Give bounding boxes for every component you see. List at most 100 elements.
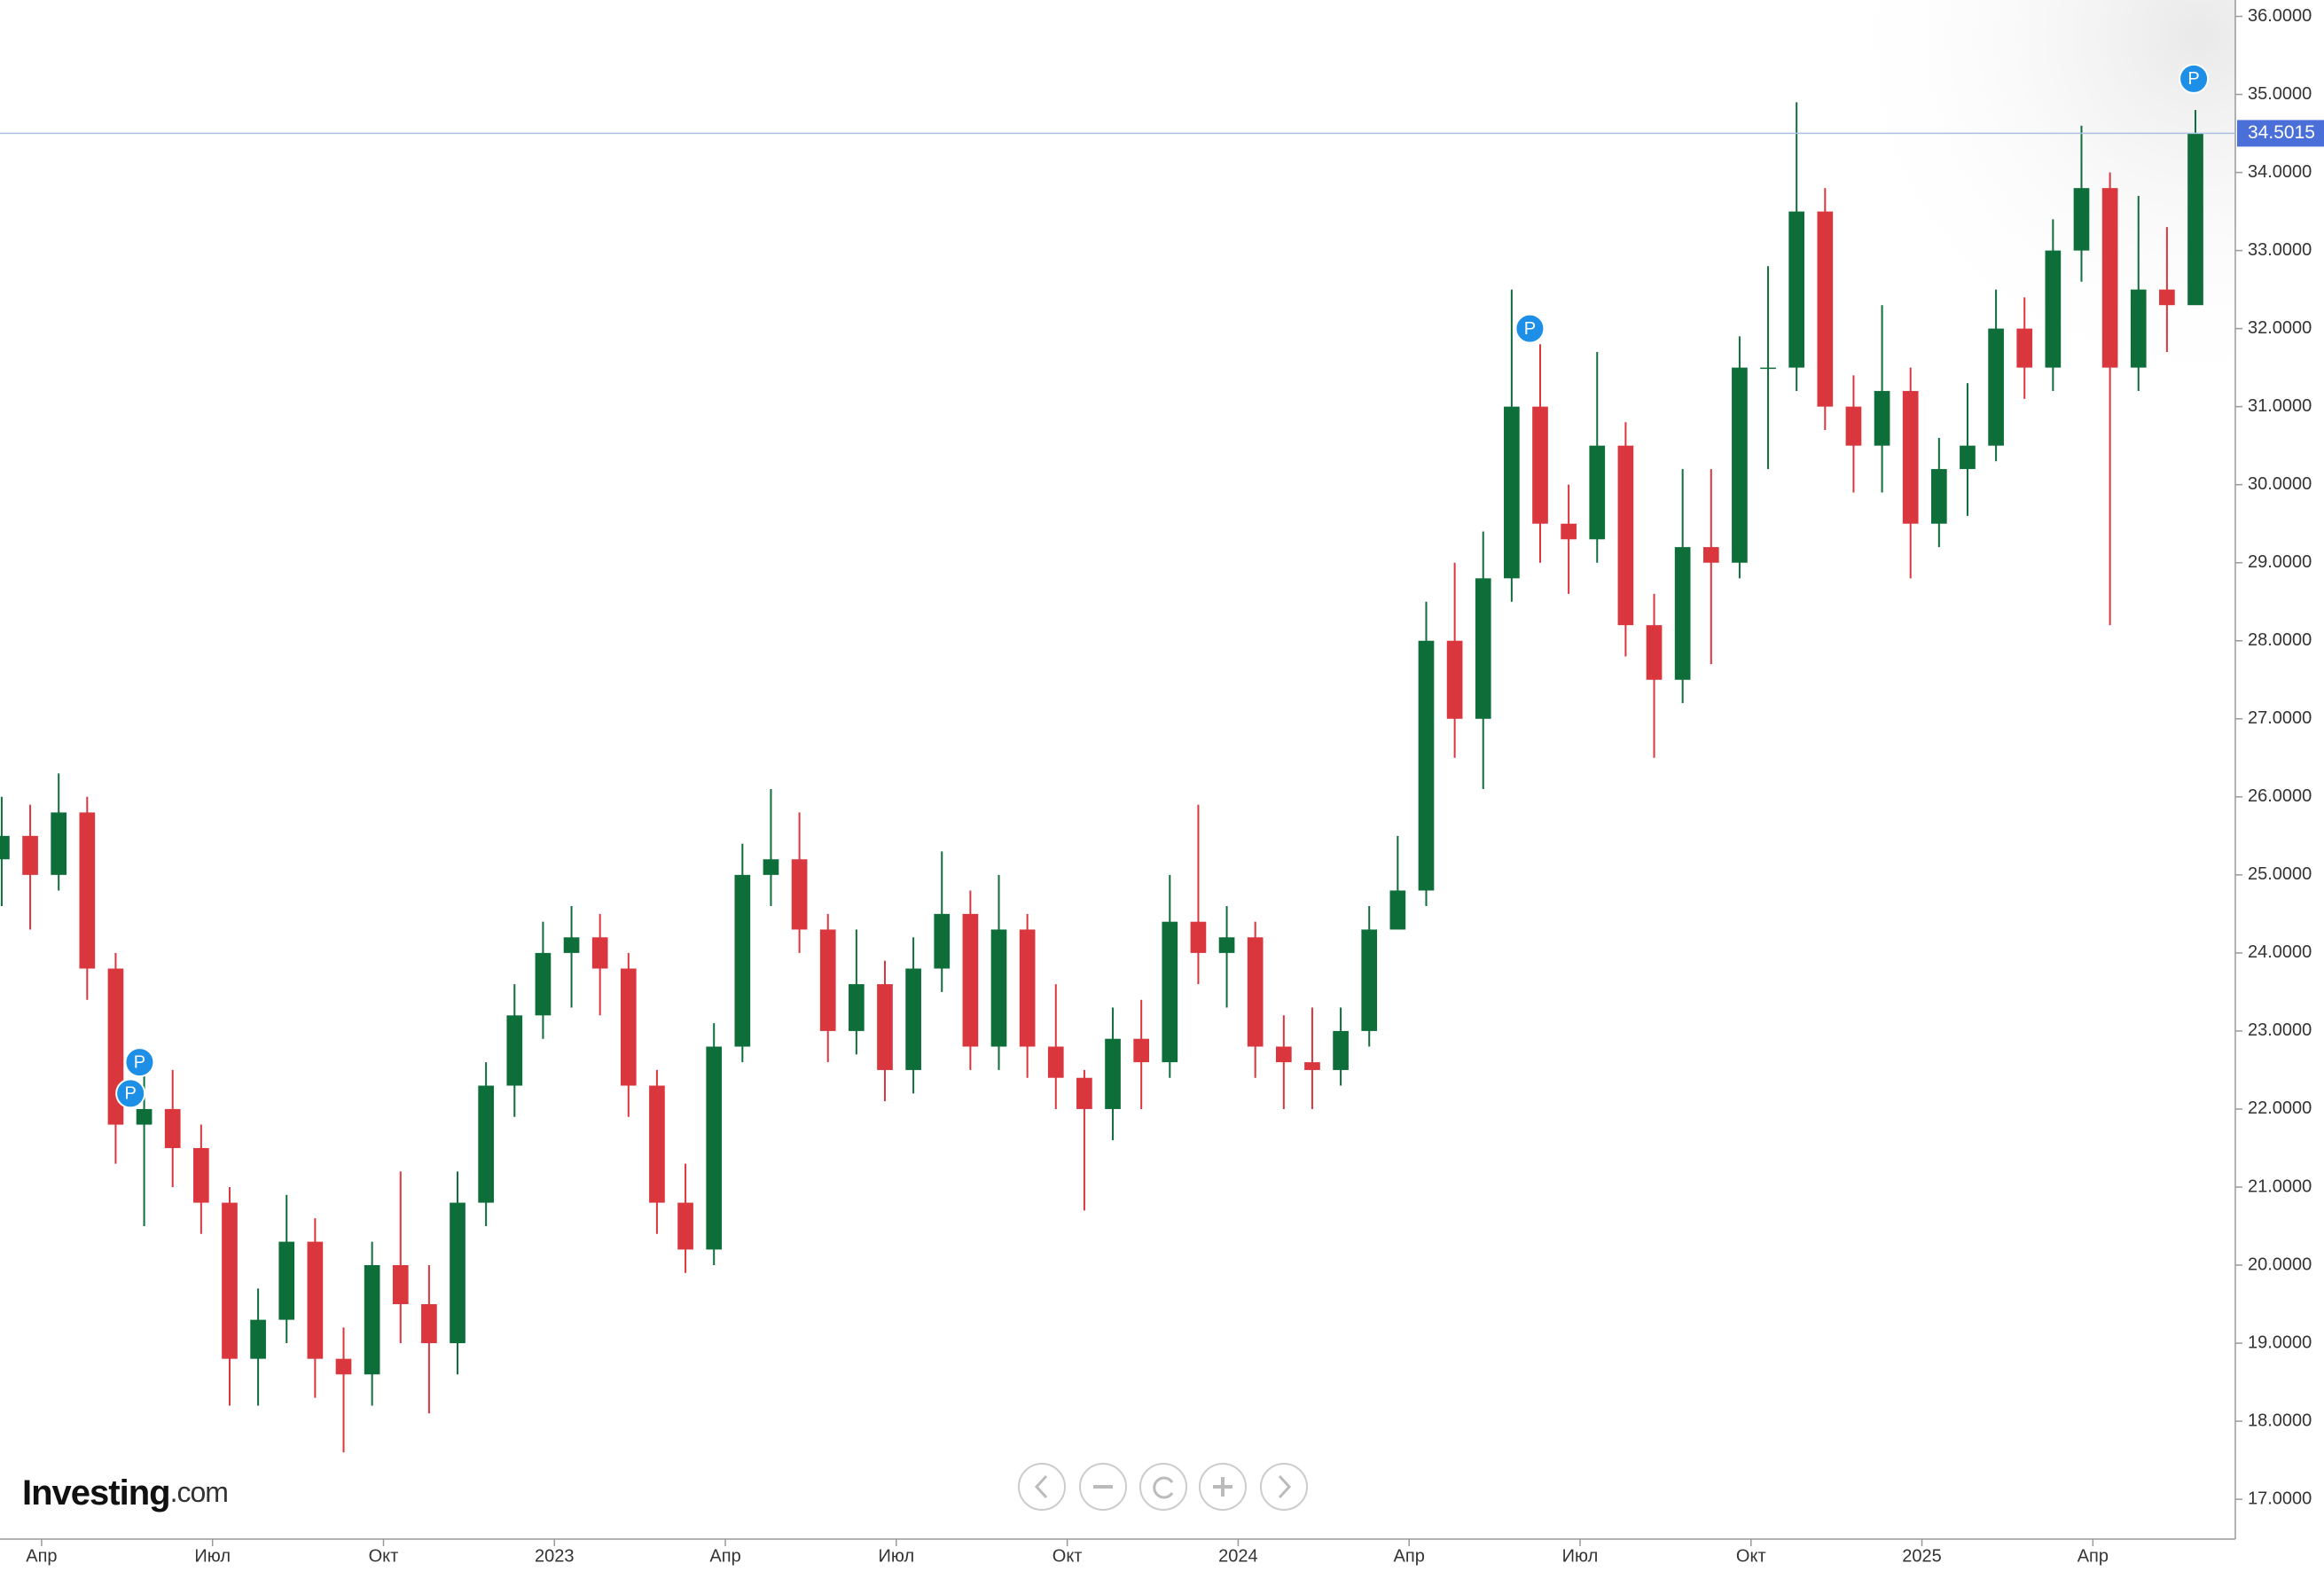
candle-body xyxy=(763,859,779,875)
candle-body xyxy=(335,1358,352,1375)
candle-body xyxy=(307,1241,324,1359)
candle-body xyxy=(278,1241,295,1320)
candle-body xyxy=(222,1202,238,1359)
candle-body xyxy=(1019,929,1036,1047)
logo: Investing.com xyxy=(22,1473,229,1512)
candle-body xyxy=(1446,640,1463,719)
candle-body xyxy=(450,1202,466,1344)
candle-body xyxy=(1702,547,1719,563)
nav-zoom-in[interactable] xyxy=(1199,1463,1247,1511)
y-tick-label: 22.0000 xyxy=(2248,1098,2312,1118)
y-tick-label: 21.0000 xyxy=(2248,1176,2312,1196)
candle-body xyxy=(1275,1046,1292,1063)
x-tick-label: Апр xyxy=(26,1546,57,1566)
candle-body xyxy=(0,835,10,860)
candle-body xyxy=(364,1265,380,1375)
annotation-marker xyxy=(2179,63,2210,94)
y-tick-label: 18.0000 xyxy=(2248,1411,2312,1430)
candle-body xyxy=(1589,445,1606,540)
candle-body xyxy=(990,929,1007,1047)
candle-body xyxy=(1902,391,1919,524)
y-tick-label: 32.0000 xyxy=(2248,318,2312,338)
candle-body xyxy=(706,1046,723,1250)
candle-body xyxy=(392,1265,409,1305)
x-tick-label: 2025 xyxy=(1902,1546,1942,1566)
candle-body xyxy=(164,1108,181,1148)
y-tick-label: 20.0000 xyxy=(2248,1254,2312,1274)
candle-body xyxy=(79,812,96,969)
y-tick-label: 25.0000 xyxy=(2248,864,2312,884)
y-tick-label: 19.0000 xyxy=(2248,1333,2312,1352)
candle-body xyxy=(1561,523,1577,540)
x-tick-label: Окт xyxy=(1736,1546,1766,1566)
y-tick-label: 24.0000 xyxy=(2248,942,2312,962)
candle-body xyxy=(877,984,893,1070)
candle-body xyxy=(1504,406,1520,579)
x-tick-label: Июл xyxy=(879,1546,915,1566)
candle-body xyxy=(1389,890,1406,930)
nav-reset[interactable] xyxy=(1139,1463,1187,1511)
candle-body xyxy=(620,968,637,1086)
candle-body xyxy=(1133,1038,1150,1063)
y-tick-label: 34.0000 xyxy=(2248,162,2312,182)
last-price-box xyxy=(2237,120,2324,147)
candle-body xyxy=(819,929,836,1031)
candle-body xyxy=(51,812,67,875)
candle-body xyxy=(905,968,921,1070)
candle-body xyxy=(478,1085,494,1203)
candle-body xyxy=(1646,625,1663,680)
candle-body xyxy=(1190,921,1207,953)
candle-body xyxy=(1218,937,1235,953)
y-tick-label: 36.0000 xyxy=(2248,6,2312,26)
nav-left[interactable] xyxy=(1018,1463,1066,1511)
candle-body xyxy=(1418,640,1435,891)
candle-body xyxy=(535,952,552,1016)
candle-body xyxy=(1960,445,1976,470)
candle-body xyxy=(1931,469,1947,524)
y-tick-label: 31.0000 xyxy=(2248,396,2312,416)
candle-body xyxy=(1105,1038,1121,1109)
candle-body xyxy=(1076,1077,1092,1109)
x-tick-label: Окт xyxy=(369,1546,399,1566)
candle-body xyxy=(1475,578,1491,719)
candle-body xyxy=(421,1304,437,1344)
candle-body xyxy=(1732,367,1748,563)
y-tick-label: 28.0000 xyxy=(2248,630,2312,650)
annotation-label: P xyxy=(2187,69,2199,89)
annotation-label: P xyxy=(124,1084,136,1104)
candle-body xyxy=(2016,328,2033,368)
last-price-label: 34.5015 xyxy=(2248,122,2315,143)
y-tick-label: 33.0000 xyxy=(2248,240,2312,260)
candle-body xyxy=(22,835,38,875)
candle-body xyxy=(1247,937,1264,1047)
nav-zoom-out[interactable] xyxy=(1079,1463,1127,1511)
candle-body xyxy=(1817,211,1834,407)
background-glow xyxy=(1685,0,2235,532)
candle-body xyxy=(250,1319,266,1359)
candle-body xyxy=(1874,391,1890,446)
annotation-marker xyxy=(115,1078,146,1109)
logo-main: Investing.com xyxy=(22,1473,228,1512)
annotation-marker xyxy=(1514,313,1545,344)
candle-body xyxy=(193,1147,209,1203)
candle-body xyxy=(1674,547,1691,680)
candle-body xyxy=(2045,250,2062,368)
y-tick-label: 27.0000 xyxy=(2248,708,2312,728)
candle-body xyxy=(1333,1030,1349,1070)
candle-body xyxy=(962,913,979,1047)
x-tick-label: 2024 xyxy=(1218,1546,1258,1566)
y-tick-label: 35.0000 xyxy=(2248,84,2312,104)
y-tick-label: 23.0000 xyxy=(2248,1020,2312,1040)
candle-body xyxy=(1845,406,1862,446)
nav-right[interactable] xyxy=(1260,1463,1308,1511)
candle-body xyxy=(677,1202,693,1250)
x-tick-label: Апр xyxy=(1394,1546,1425,1566)
candle-body xyxy=(2187,133,2203,306)
logo-suffix: .com xyxy=(170,1476,228,1508)
x-tick-label: Окт xyxy=(1052,1546,1083,1566)
x-tick-label: Июл xyxy=(194,1546,231,1566)
x-tick-label: 2023 xyxy=(535,1546,575,1566)
candle-body xyxy=(591,937,608,969)
candle-body xyxy=(2130,289,2147,368)
